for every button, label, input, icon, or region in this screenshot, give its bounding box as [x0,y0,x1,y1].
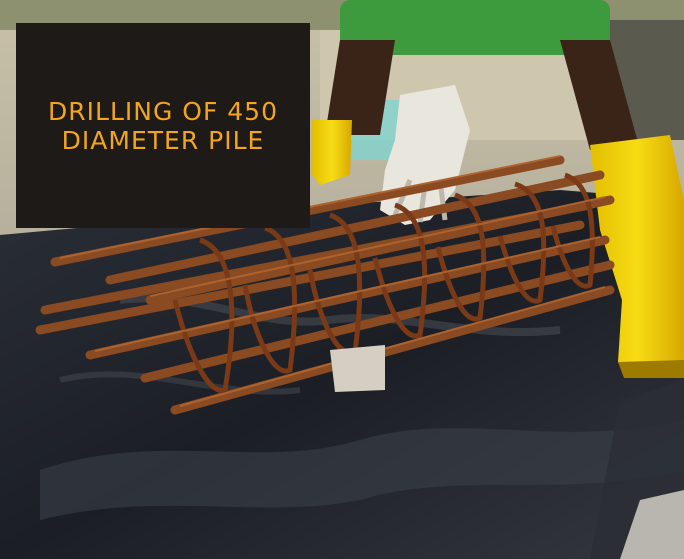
yellow-boot-icon [590,135,684,378]
worker-legs-icon [325,0,640,150]
caption-box: DRILLING OF 450 DIAMETER PILE [16,23,310,228]
caption-title: DRILLING OF 450 DIAMETER PILE [48,96,278,155]
